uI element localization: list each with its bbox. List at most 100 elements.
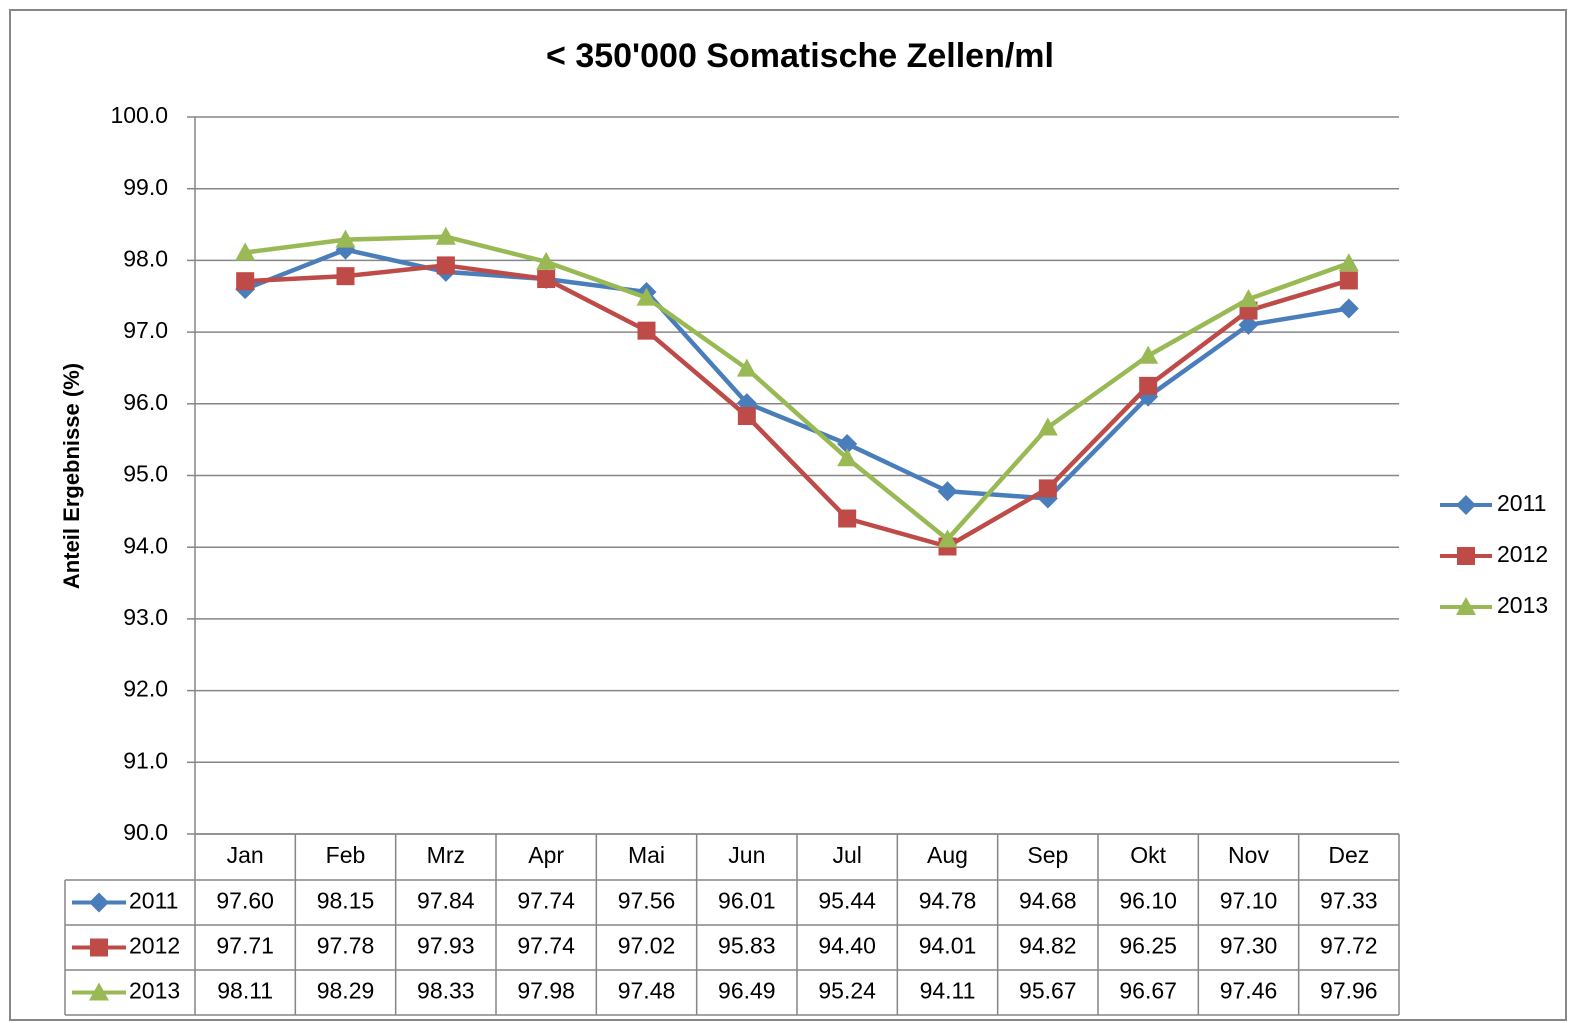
table-value: 94.01 bbox=[919, 933, 977, 959]
table-value: 94.82 bbox=[1019, 933, 1077, 959]
table-value: 97.60 bbox=[216, 888, 274, 914]
table-value: 95.67 bbox=[1019, 978, 1077, 1004]
data-point bbox=[236, 272, 255, 291]
table-value: 97.02 bbox=[618, 933, 676, 959]
x-tick-label: Jun bbox=[728, 842, 765, 868]
table-series-label: 2011 bbox=[129, 888, 178, 914]
table-value: 97.93 bbox=[417, 933, 475, 959]
table-value: 95.24 bbox=[818, 978, 876, 1004]
table-value: 97.98 bbox=[517, 978, 575, 1004]
legend-label: 2013 bbox=[1497, 592, 1548, 618]
x-tick-label: Sep bbox=[1027, 842, 1068, 868]
data-point bbox=[1238, 289, 1259, 308]
table-key-marker bbox=[89, 892, 109, 913]
table-value: 96.25 bbox=[1119, 933, 1177, 959]
data-point bbox=[837, 448, 858, 467]
x-tick-label: Okt bbox=[1130, 842, 1166, 868]
table-value: 95.44 bbox=[818, 888, 876, 914]
table-value: 94.40 bbox=[818, 933, 876, 959]
legend-label: 2012 bbox=[1497, 541, 1548, 567]
data-point bbox=[336, 267, 355, 286]
data-point bbox=[636, 287, 657, 306]
series-line bbox=[244, 234, 1350, 542]
y-axis-label: Anteil Ergebnisse (%) bbox=[59, 363, 84, 589]
y-tick-label: 99.0 bbox=[123, 174, 168, 200]
data-point bbox=[435, 226, 456, 245]
table-value: 97.96 bbox=[1320, 978, 1378, 1004]
y-tick-label: 95.0 bbox=[123, 461, 168, 487]
y-tick-label: 90.0 bbox=[123, 819, 168, 845]
data-point bbox=[536, 251, 557, 270]
x-tick-label: Nov bbox=[1228, 842, 1269, 868]
table-value: 98.33 bbox=[417, 978, 475, 1004]
table-value: 97.46 bbox=[1220, 978, 1278, 1004]
table-value: 94.78 bbox=[919, 888, 977, 914]
x-tick-label: Mai bbox=[628, 842, 665, 868]
table-value: 94.68 bbox=[1019, 888, 1077, 914]
table-value: 97.33 bbox=[1320, 888, 1378, 914]
data-point bbox=[1338, 298, 1359, 319]
y-tick-label: 91.0 bbox=[123, 747, 168, 773]
data-point bbox=[1238, 314, 1259, 335]
data-point bbox=[937, 529, 958, 548]
x-tick-label: Jul bbox=[832, 842, 861, 868]
legend-key-marker bbox=[1457, 547, 1475, 565]
data-point bbox=[838, 509, 857, 528]
x-tick-label: Apr bbox=[528, 842, 564, 868]
y-tick-label: 100.0 bbox=[110, 102, 168, 128]
y-tick-label: 96.0 bbox=[123, 389, 168, 415]
table-value: 96.67 bbox=[1119, 978, 1177, 1004]
data-point bbox=[335, 229, 356, 248]
table-value: 98.11 bbox=[217, 978, 273, 1004]
table-value: 96.01 bbox=[718, 888, 776, 914]
x-tick-label: Aug bbox=[927, 842, 968, 868]
data-point bbox=[537, 270, 556, 289]
data-point bbox=[1138, 345, 1159, 364]
table-value: 97.30 bbox=[1220, 933, 1278, 959]
x-tick-label: Dez bbox=[1328, 842, 1369, 868]
table-value: 96.10 bbox=[1119, 888, 1177, 914]
data-point bbox=[637, 321, 656, 340]
table-value: 97.84 bbox=[417, 888, 475, 914]
table-value: 97.78 bbox=[317, 933, 375, 959]
data-point bbox=[937, 481, 958, 502]
table-value: 97.74 bbox=[517, 933, 575, 959]
data-point bbox=[1037, 417, 1058, 436]
x-tick-label: Jan bbox=[227, 842, 264, 868]
data-point bbox=[235, 242, 256, 261]
data-point bbox=[1139, 376, 1158, 395]
y-tick-label: 93.0 bbox=[123, 604, 168, 630]
table-value: 97.72 bbox=[1320, 933, 1378, 959]
data-point bbox=[1038, 479, 1057, 498]
table-series-label: 2012 bbox=[129, 933, 180, 959]
table-value: 97.71 bbox=[216, 933, 274, 959]
table-value: 97.10 bbox=[1220, 888, 1278, 914]
data-point bbox=[436, 256, 455, 275]
table-value: 95.83 bbox=[718, 933, 776, 959]
table-value: 98.15 bbox=[317, 888, 375, 914]
data-point bbox=[737, 406, 756, 425]
data-point bbox=[837, 433, 858, 454]
table-value: 94.11 bbox=[920, 978, 976, 1004]
chart-border bbox=[9, 9, 1567, 1021]
x-tick-label: Feb bbox=[326, 842, 366, 868]
table-key-marker bbox=[89, 982, 109, 1001]
y-tick-label: 97.0 bbox=[123, 317, 168, 343]
data-point bbox=[736, 358, 757, 377]
series-line bbox=[245, 263, 1350, 549]
y-tick-label: 92.0 bbox=[123, 676, 168, 702]
y-tick-label: 98.0 bbox=[123, 245, 168, 271]
table-series-label: 2013 bbox=[129, 978, 180, 1004]
table-value: 96.49 bbox=[718, 978, 776, 1004]
table-value: 98.29 bbox=[317, 978, 375, 1004]
legend-key-marker bbox=[1456, 495, 1476, 515]
table-value: 97.48 bbox=[618, 978, 676, 1004]
y-tick-label: 94.0 bbox=[123, 532, 168, 558]
table-key-marker bbox=[90, 938, 108, 957]
x-tick-label: Mrz bbox=[427, 842, 465, 868]
chart-title: < 350'000 Somatische Zellen/ml bbox=[546, 37, 1054, 75]
data-point bbox=[1339, 271, 1358, 290]
table-value: 97.74 bbox=[517, 888, 575, 914]
table-value: 97.56 bbox=[618, 888, 676, 914]
